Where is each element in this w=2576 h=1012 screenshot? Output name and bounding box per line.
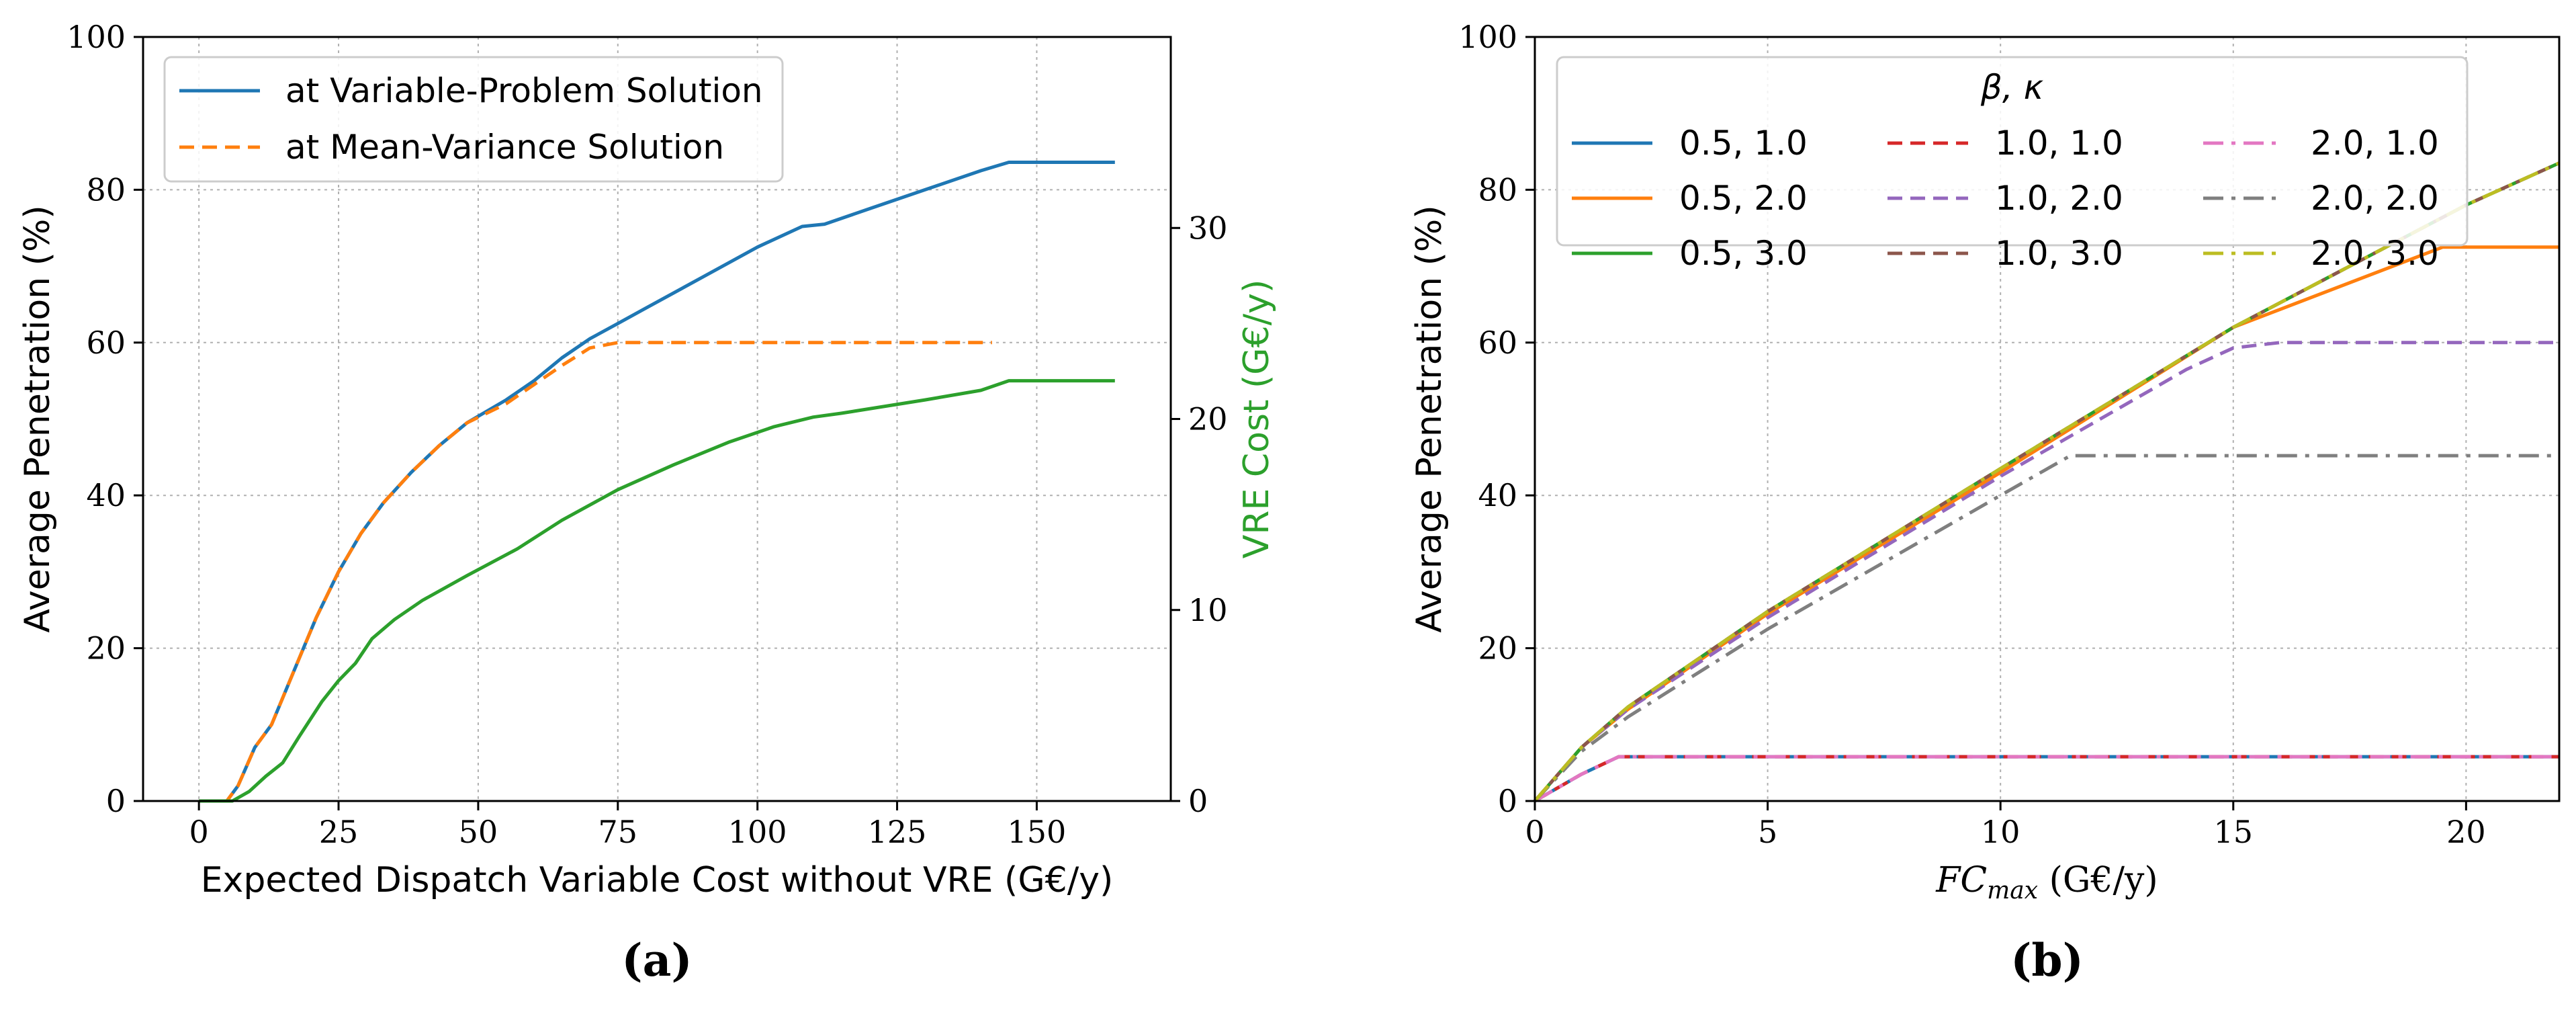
x-axis-label-main: FC — [1935, 860, 1987, 900]
x-tick-label: 150 — [1008, 814, 1067, 850]
x-tick-label: 0 — [189, 814, 209, 850]
y-tick-label: 60 — [1478, 325, 1517, 361]
y2-tick-label: 30 — [1188, 210, 1228, 246]
y-axis-label: Average Penetration (%) — [17, 205, 58, 632]
plot-frame — [1534, 36, 2561, 802]
legend-label-1: 0.5, 2.0 — [1679, 179, 1808, 218]
legend-label-5: 1.0, 3.0 — [1995, 234, 2123, 273]
x-axis-label: FCmax (G€/y) — [1935, 860, 2158, 904]
legend-box — [163, 56, 784, 183]
series-line-3 — [1534, 755, 2559, 803]
series-line-0 — [1534, 755, 2559, 803]
x-tick-label: 50 — [459, 814, 498, 850]
series-line-4 — [1534, 341, 2559, 802]
legend-title: β, κ — [1980, 68, 2044, 107]
x-tick-label: 25 — [319, 814, 359, 850]
y2-tick-label: 0 — [1188, 783, 1208, 819]
y-tick-label: 60 — [86, 325, 126, 361]
series-line-2 — [199, 379, 1115, 803]
legend-label-3: 1.0, 1.0 — [1995, 124, 2123, 163]
legend: β, κ 0.5, 1.0 0.5, 2.0 0.5, 3.0 1.0, 1.0 1.0,… — [1556, 56, 2469, 273]
legend-label-6: 2.0, 1.0 — [2311, 124, 2439, 163]
y-tick-label: 20 — [1478, 630, 1517, 667]
y-tick-label: 40 — [1478, 477, 1517, 513]
y-tick-label: 100 — [66, 19, 126, 55]
y-tick-label: 0 — [106, 783, 126, 819]
y-tick-label: 40 — [86, 477, 126, 513]
x-tick-label: 15 — [2213, 814, 2253, 850]
x-tick-label: 20 — [2446, 814, 2486, 850]
legend-label-0: 0.5, 1.0 — [1679, 124, 1808, 163]
y2-tick-label: 20 — [1188, 401, 1228, 437]
panel-label: (b) — [2010, 934, 2084, 986]
legend-label-2: 0.5, 3.0 — [1679, 234, 1808, 273]
series-line-7 — [1534, 454, 2559, 802]
y-tick-label: 100 — [1458, 19, 1517, 55]
x-tick-label: 10 — [1981, 814, 2020, 850]
series-line-0 — [199, 161, 1115, 803]
x-tick-label: 5 — [1758, 814, 1777, 850]
series-line-6 — [1534, 755, 2559, 803]
legend-label-1: at Mean-Variance Solution — [285, 128, 724, 167]
x-axis-label-sub: max — [1987, 877, 2038, 904]
legend-label-0: at Variable-Problem Solution — [285, 71, 763, 110]
y2-axis-label: VRE Cost (G€/y) — [1237, 280, 1277, 558]
y-axis-label: Average Penetration (%) — [1409, 205, 1450, 632]
y-tick-label: 80 — [1478, 171, 1517, 208]
x-tick-label: 75 — [598, 814, 638, 850]
panel-label: (a) — [621, 934, 692, 986]
x-axis-label-unit: (G€/y) — [2038, 860, 2158, 900]
legend-label-8: 2.0, 3.0 — [2311, 234, 2439, 273]
legend-box — [1556, 56, 2469, 247]
legend-label-4: 1.0, 2.0 — [1995, 179, 2123, 218]
x-tick-label: 100 — [728, 814, 787, 850]
legend-label-7: 2.0, 2.0 — [2311, 179, 2439, 218]
y-tick-label: 20 — [86, 630, 126, 667]
series-line-1 — [199, 341, 992, 803]
y2-tick-label: 10 — [1188, 592, 1228, 628]
y-tick-label: 0 — [1498, 783, 1517, 819]
x-tick-label: 0 — [1525, 814, 1544, 850]
panel-b: 0 5 10 15 20 0 20 40 60 80 100 Average Penetration … — [1409, 19, 2561, 986]
x-tick-label: 125 — [868, 814, 927, 850]
x-axis-label: Expected Dispatch Variable Cost without … — [201, 860, 1114, 900]
legend: at Variable-Problem Solution at Mean-Vari… — [163, 56, 784, 183]
y-tick-label: 80 — [86, 171, 126, 208]
series-line-1 — [1534, 245, 2559, 802]
